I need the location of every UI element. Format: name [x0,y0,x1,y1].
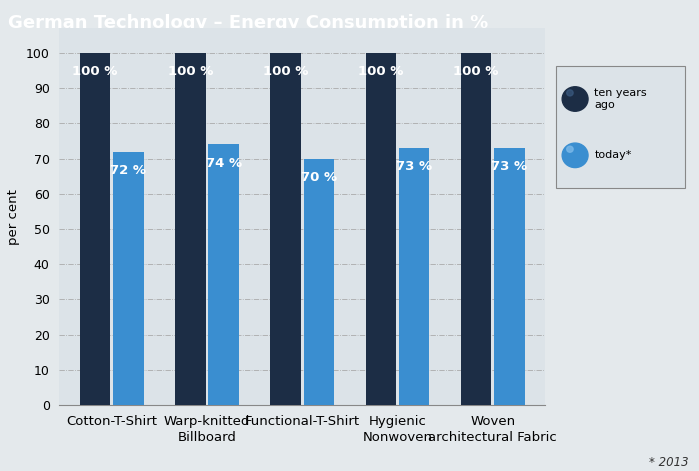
Text: 100 %: 100 % [263,65,308,78]
Text: ten years
ago: ten years ago [594,88,647,110]
Bar [304,159,334,405]
Circle shape [562,87,588,111]
Circle shape [567,90,573,96]
Text: 100 %: 100 % [73,65,118,78]
Bar [175,53,206,405]
Circle shape [567,146,573,152]
Bar [271,53,301,405]
Bar [399,148,429,405]
Bar [113,152,144,405]
Bar [208,145,239,405]
Text: 73 %: 73 % [396,160,432,173]
Text: 100 %: 100 % [168,65,213,78]
Bar [366,53,396,405]
Y-axis label: per cent: per cent [7,189,20,244]
Text: * 2013: * 2013 [649,455,689,469]
Circle shape [562,143,588,168]
Text: today*: today* [594,150,632,160]
Text: 73 %: 73 % [491,160,528,173]
Bar [461,53,491,405]
Bar [494,148,525,405]
Text: 72 %: 72 % [110,164,147,177]
Bar [80,53,110,405]
Text: 74 %: 74 % [206,157,242,170]
Text: 100 %: 100 % [358,65,403,78]
FancyBboxPatch shape [556,66,685,188]
Text: German Technology – Energy Consumption in %: German Technology – Energy Consumption i… [8,14,489,32]
Text: 70 %: 70 % [301,171,337,184]
Text: 100 %: 100 % [454,65,499,78]
